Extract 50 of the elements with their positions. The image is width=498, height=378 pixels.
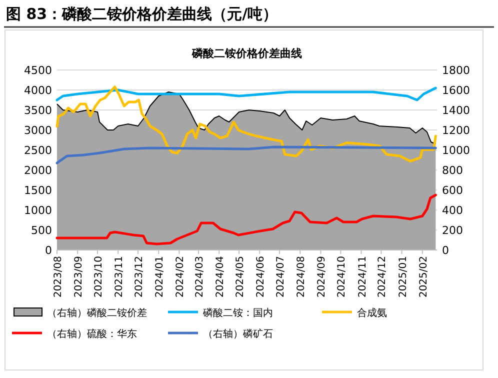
x-tick-label: 2024/03 <box>194 256 206 298</box>
chart-subtitle: 磷酸二铵价格价差曲线 <box>191 47 302 60</box>
y2-tick-label: 1400 <box>442 104 470 117</box>
y-tick-label: 0 <box>45 244 52 257</box>
y-tick-label: 4500 <box>24 64 52 77</box>
x-tick-label: 2023/10 <box>94 256 105 298</box>
line-series <box>56 146 437 164</box>
legend-label: 磷酸二铵：国内 <box>202 307 273 319</box>
x-tick-label: 2024/07 <box>276 256 287 298</box>
y-tick-label: 2000 <box>24 164 52 177</box>
y2-tick-label: 1200 <box>442 124 470 137</box>
x-tick-label: 2024/12 <box>377 256 388 298</box>
x-tick-label: 2025/01 <box>398 256 409 298</box>
legend-label: 合成氨 <box>357 307 387 319</box>
line-series <box>56 86 437 102</box>
legend-label: （右轴）磷矿石 <box>203 328 273 340</box>
y-tick-label: 1000 <box>24 204 52 217</box>
legend-label: （右轴）磷酸二铵价差 <box>47 307 147 319</box>
y2-tick-label: 800 <box>442 164 463 177</box>
chart-title: 图 83：磷酸二铵价格价差曲线（元/吨） <box>6 5 278 23</box>
y2-tick-label: 200 <box>442 224 463 237</box>
x-tick-label: 2024/04 <box>215 256 226 298</box>
y2-tick-label: 0 <box>442 244 449 257</box>
y-tick-label: 3500 <box>24 104 52 117</box>
x-tick-label: 2024/10 <box>336 256 348 298</box>
y-tick-label: 1500 <box>24 184 52 197</box>
x-tick-label: 2023/08 <box>53 256 64 298</box>
x-tick-label: 2023/09 <box>74 256 85 298</box>
line-series <box>56 86 437 162</box>
y2-tick-label: 1800 <box>442 64 470 77</box>
x-tick-label: 2025/02 <box>418 256 430 298</box>
x-tick-label: 2024/05 <box>235 256 246 298</box>
x-tick-label: 2023/11 <box>114 256 126 298</box>
y-tick-label: 3000 <box>24 124 52 137</box>
y-tick-label: 500 <box>31 224 52 237</box>
y2-tick-label: 1600 <box>442 84 470 97</box>
x-tick-label: 2024/08 <box>296 256 308 298</box>
legend-label: （右轴）硫酸：华东 <box>47 328 137 340</box>
x-tick-label: 2024/09 <box>316 256 328 298</box>
line-series <box>56 194 437 246</box>
x-tick-label: 2024/11 <box>357 256 368 298</box>
y-tick-label: 4000 <box>24 84 52 97</box>
y2-tick-label: 400 <box>442 204 463 217</box>
x-tick-label: 2024/01 <box>154 256 166 298</box>
x-tick-label: 2024/06 <box>256 256 267 298</box>
y2-tick-label: 1000 <box>442 144 470 157</box>
x-tick-label: 2024/02 <box>175 256 186 298</box>
x-tick-label: 2023/12 <box>134 256 146 298</box>
y-tick-label: 2500 <box>24 144 52 157</box>
y2-tick-label: 600 <box>442 184 463 197</box>
